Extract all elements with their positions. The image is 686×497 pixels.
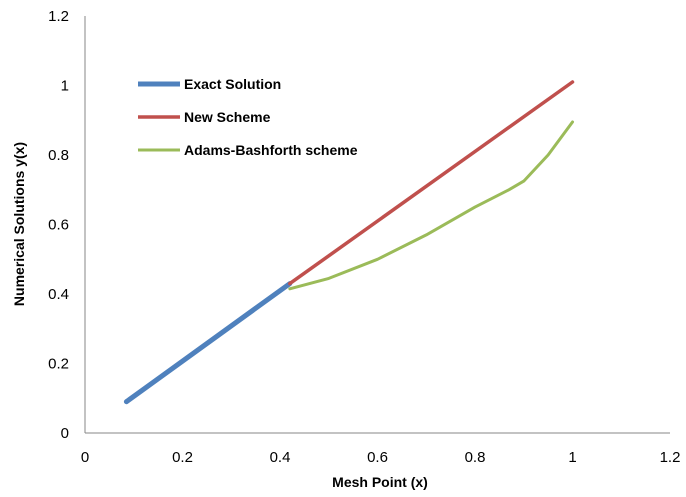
x-tick-label: 0.6 xyxy=(367,449,388,466)
x-tick-label: 0.8 xyxy=(465,449,486,466)
x-tick-label: 0 xyxy=(81,449,89,466)
y-tick-label: 1.2 xyxy=(48,8,69,25)
tick-labels: 0 0.2 0.4 0.6 0.8 1 1.2 0 0.2 0.4 0.6 0.8 1 1.2 xyxy=(48,8,680,466)
y-tick-label: 0 xyxy=(61,425,69,442)
x-tick-label: 0.4 xyxy=(270,449,291,466)
y-tick-label: 0.2 xyxy=(48,356,69,373)
y-tick-label: 0.8 xyxy=(48,147,69,164)
legend-label-adams-bashforth-scheme: Adams-Bashforth scheme xyxy=(184,142,358,158)
y-tick-label: 1 xyxy=(61,78,69,95)
series-line-new-scheme xyxy=(288,80,575,286)
x-tick-label: 1 xyxy=(568,449,576,466)
legend-label-exact-solution: Exact Solution xyxy=(184,76,281,92)
legend-label-new-scheme: New Scheme xyxy=(184,109,271,125)
y-tick-label: 0.6 xyxy=(48,217,69,234)
legend: Exact Solution New Scheme Adams-Bashforth … xyxy=(138,76,358,158)
y-axis-title: Numerical Solutions y(x) xyxy=(11,142,27,306)
series-line-exact-solution xyxy=(123,281,293,405)
x-tick-label: 0.2 xyxy=(172,449,193,466)
x-axis-title: Mesh Point (x) xyxy=(332,474,428,490)
x-tick-label: 1.2 xyxy=(660,449,681,466)
y-tick-label: 0.4 xyxy=(48,286,69,303)
series-line-adams-bashforth-scheme xyxy=(288,120,574,291)
series-lines xyxy=(123,80,575,405)
axes xyxy=(84,16,670,434)
